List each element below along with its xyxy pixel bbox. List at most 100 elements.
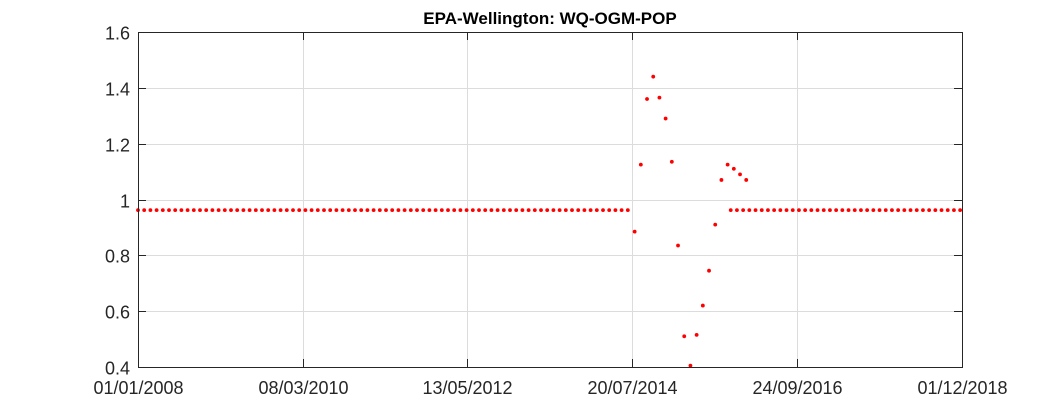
data-point — [834, 208, 839, 213]
data-point — [921, 208, 925, 213]
data-point — [204, 208, 209, 213]
data-point — [253, 208, 258, 213]
data-point — [526, 208, 531, 213]
data-point — [902, 208, 907, 213]
data-point — [846, 208, 851, 213]
data-point — [191, 208, 196, 213]
data-point — [309, 208, 314, 213]
data-point — [939, 208, 944, 213]
data-point — [458, 208, 463, 213]
data-point — [815, 208, 820, 213]
data-point — [952, 208, 956, 213]
data-point — [809, 208, 814, 213]
data-point — [669, 159, 674, 164]
data-point — [719, 178, 724, 182]
data-point — [840, 208, 845, 213]
data-point — [322, 208, 326, 213]
data-point — [291, 208, 295, 213]
x-tick-label: 01/12/2018 — [917, 378, 1007, 398]
data-point — [877, 208, 882, 213]
data-point — [495, 208, 500, 213]
data-point — [415, 208, 419, 213]
data-point — [328, 208, 333, 213]
data-point — [731, 166, 736, 171]
data-point — [619, 208, 624, 213]
data-point — [377, 208, 382, 213]
data-point — [563, 208, 568, 213]
data-point — [297, 208, 302, 213]
data-point — [797, 208, 801, 213]
data-point — [260, 208, 264, 213]
data-point — [439, 208, 444, 213]
y-tick-label: 1.4 — [105, 80, 130, 100]
data-point — [700, 303, 705, 308]
data-point — [859, 208, 863, 213]
data-point — [167, 208, 171, 213]
data-point — [945, 208, 950, 213]
data-point — [588, 208, 593, 213]
x-tick-label: 20/07/2014 — [587, 378, 677, 398]
data-point — [570, 208, 574, 213]
data-point — [278, 208, 283, 213]
data-point — [464, 208, 469, 213]
data-point — [883, 208, 888, 213]
data-point — [402, 208, 407, 213]
data-point — [340, 208, 345, 213]
data-point — [625, 208, 630, 213]
data-point — [958, 208, 963, 213]
data-point — [663, 116, 668, 121]
data-point — [446, 208, 450, 213]
data-point — [452, 208, 457, 213]
data-point — [582, 208, 587, 213]
data-points — [136, 74, 963, 368]
data-point — [210, 208, 215, 213]
data-point — [198, 208, 202, 213]
data-point — [753, 208, 758, 213]
data-point — [645, 97, 649, 101]
data-point — [229, 208, 233, 213]
data-point — [346, 208, 351, 213]
y-tick-label: 1 — [120, 192, 130, 212]
data-point — [657, 95, 662, 100]
data-point — [927, 208, 932, 213]
x-tick-label: 13/05/2012 — [422, 378, 512, 398]
data-point — [154, 208, 159, 213]
data-point — [871, 208, 876, 213]
data-point — [148, 208, 153, 213]
data-point — [359, 208, 364, 213]
data-point — [235, 208, 240, 213]
y-tick-label: 0.6 — [105, 303, 130, 323]
data-point — [408, 208, 413, 213]
data-point — [216, 208, 221, 213]
data-point — [738, 172, 742, 177]
data-point — [803, 208, 808, 213]
data-point — [532, 208, 537, 213]
x-tick-label: 01/01/2008 — [93, 378, 183, 398]
data-point — [160, 208, 165, 213]
data-point — [545, 208, 550, 213]
data-point — [470, 208, 475, 213]
y-tick-label: 1.2 — [105, 136, 130, 156]
data-point — [744, 178, 749, 182]
data-point — [557, 208, 562, 213]
data-point — [315, 208, 320, 213]
data-point — [384, 208, 388, 213]
data-point — [173, 208, 178, 213]
data-point — [272, 208, 277, 213]
data-point — [334, 208, 339, 213]
data-point — [142, 208, 147, 213]
data-point — [576, 208, 581, 213]
data-point — [489, 208, 494, 213]
data-point — [501, 208, 506, 213]
data-point — [539, 208, 543, 213]
data-point — [896, 208, 901, 213]
data-point — [365, 208, 370, 213]
data-point — [741, 208, 746, 213]
data-point — [632, 229, 637, 234]
data-point — [396, 208, 401, 213]
y-tick-label: 1.6 — [105, 24, 130, 44]
data-point — [284, 208, 289, 213]
data-point — [371, 208, 376, 213]
